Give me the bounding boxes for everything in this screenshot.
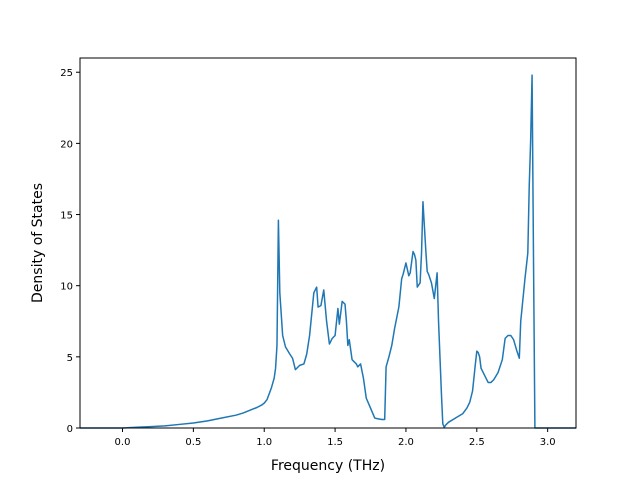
dos-series-line xyxy=(80,74,576,429)
y-tick-label: 15 xyxy=(60,211,73,222)
y-tick-label: 20 xyxy=(60,139,73,150)
x-tick-label: 1.5 xyxy=(327,437,343,448)
x-tick-label: 0.5 xyxy=(185,437,201,448)
data-layer xyxy=(80,74,576,429)
y-tick-label: 25 xyxy=(60,68,73,79)
y-axis-label: Density of States xyxy=(30,183,46,303)
x-tick-label: 2.5 xyxy=(469,437,485,448)
ticks-layer: 0.0 0.5 1.0 1.5 2.0 2.5 3.0 0 5 10 15 20 25 xyxy=(60,68,555,448)
x-tick-label: 2.0 xyxy=(398,437,414,448)
x-tick-label: 1.0 xyxy=(256,437,272,448)
y-tick-label: 10 xyxy=(60,282,73,293)
x-axis-label: Frequency (THz) xyxy=(271,458,385,474)
plot-frame xyxy=(79,57,577,429)
x-tick-label: 0.0 xyxy=(115,437,131,448)
y-tick-label: 5 xyxy=(67,353,73,364)
x-tick-label: 3.0 xyxy=(540,437,556,448)
y-tick-label: 0 xyxy=(67,424,73,435)
